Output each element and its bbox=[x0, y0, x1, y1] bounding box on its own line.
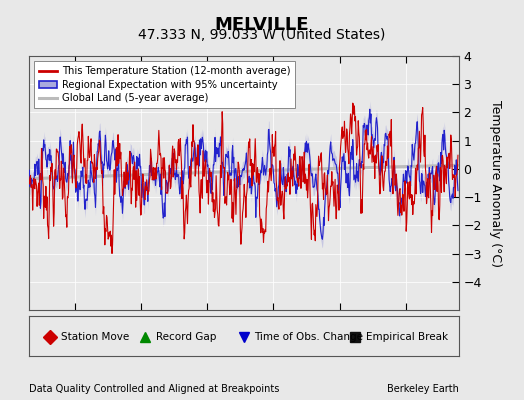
Y-axis label: Temperature Anomaly (°C): Temperature Anomaly (°C) bbox=[489, 100, 501, 266]
Text: Data Quality Controlled and Aligned at Breakpoints: Data Quality Controlled and Aligned at B… bbox=[29, 384, 279, 394]
Text: Record Gap: Record Gap bbox=[156, 332, 216, 342]
Text: 47.333 N, 99.033 W (United States): 47.333 N, 99.033 W (United States) bbox=[138, 28, 386, 42]
Text: Berkeley Earth: Berkeley Earth bbox=[387, 384, 458, 394]
Text: MELVILLE: MELVILLE bbox=[215, 16, 309, 34]
Text: Station Move: Station Move bbox=[61, 332, 129, 342]
Text: Empirical Break: Empirical Break bbox=[366, 332, 448, 342]
Text: Time of Obs. Change: Time of Obs. Change bbox=[255, 332, 364, 342]
Legend: This Temperature Station (12-month average), Regional Expectation with 95% uncer: This Temperature Station (12-month avera… bbox=[34, 61, 296, 108]
